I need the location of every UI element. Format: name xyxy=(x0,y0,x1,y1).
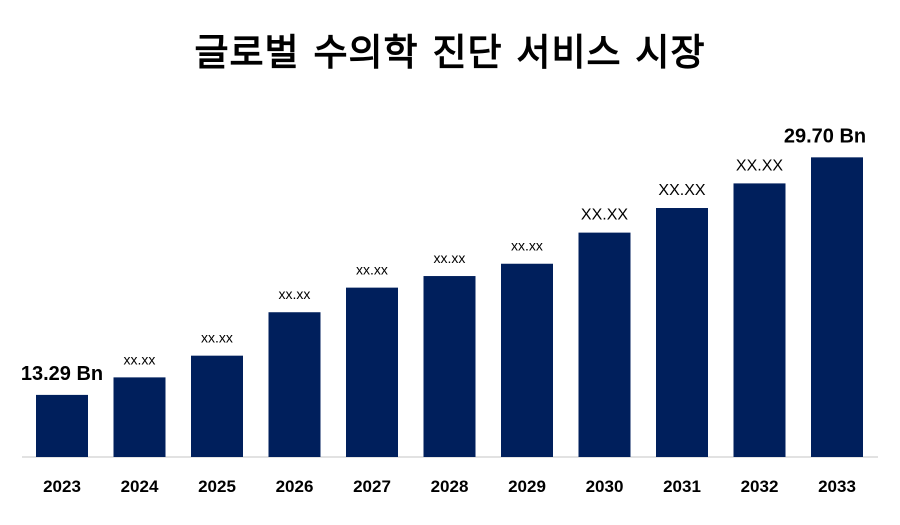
bar-2029 xyxy=(501,263,553,457)
x-tick-label: 2031 xyxy=(663,477,701,496)
data-label: xx.xx xyxy=(279,286,311,302)
bar-2024 xyxy=(113,377,166,457)
x-tick-label: 2028 xyxy=(431,477,469,496)
bar-2032 xyxy=(733,183,786,457)
x-tick-label: 2030 xyxy=(586,477,624,496)
chart-title: 글로벌 수의학 진단 서비스 시장 xyxy=(194,31,706,74)
data-label: XX.XX xyxy=(581,207,628,224)
data-label: 29.70 Bn xyxy=(784,125,866,147)
data-label: XX.XX xyxy=(736,157,783,174)
data-label: xx.xx xyxy=(201,330,233,346)
bar-2033 xyxy=(811,157,863,458)
bar-2028 xyxy=(423,276,476,457)
bar-2030 xyxy=(578,232,631,457)
bar-2031 xyxy=(656,208,708,457)
x-tick-label: 2026 xyxy=(276,477,314,496)
data-label: 13.29 Bn xyxy=(21,363,103,385)
x-tick-label: 2029 xyxy=(508,477,546,496)
x-tick-label: 2027 xyxy=(353,477,391,496)
bar-2026 xyxy=(268,312,321,457)
x-tick-label: 2033 xyxy=(818,477,856,496)
bar-2027 xyxy=(346,287,398,457)
data-label: xx.xx xyxy=(124,351,156,367)
x-tick-label: 2025 xyxy=(198,477,236,496)
x-tick-label: 2023 xyxy=(43,477,81,496)
bar-2023 xyxy=(36,394,88,457)
data-label: xx.xx xyxy=(356,262,388,278)
x-tick-label: 2032 xyxy=(741,477,779,496)
bar-2025 xyxy=(191,355,243,457)
x-tick-label: 2024 xyxy=(121,477,159,496)
data-label: xx.xx xyxy=(434,250,466,266)
data-label: xx.xx xyxy=(511,238,543,254)
data-label: XX.XX xyxy=(658,182,705,199)
